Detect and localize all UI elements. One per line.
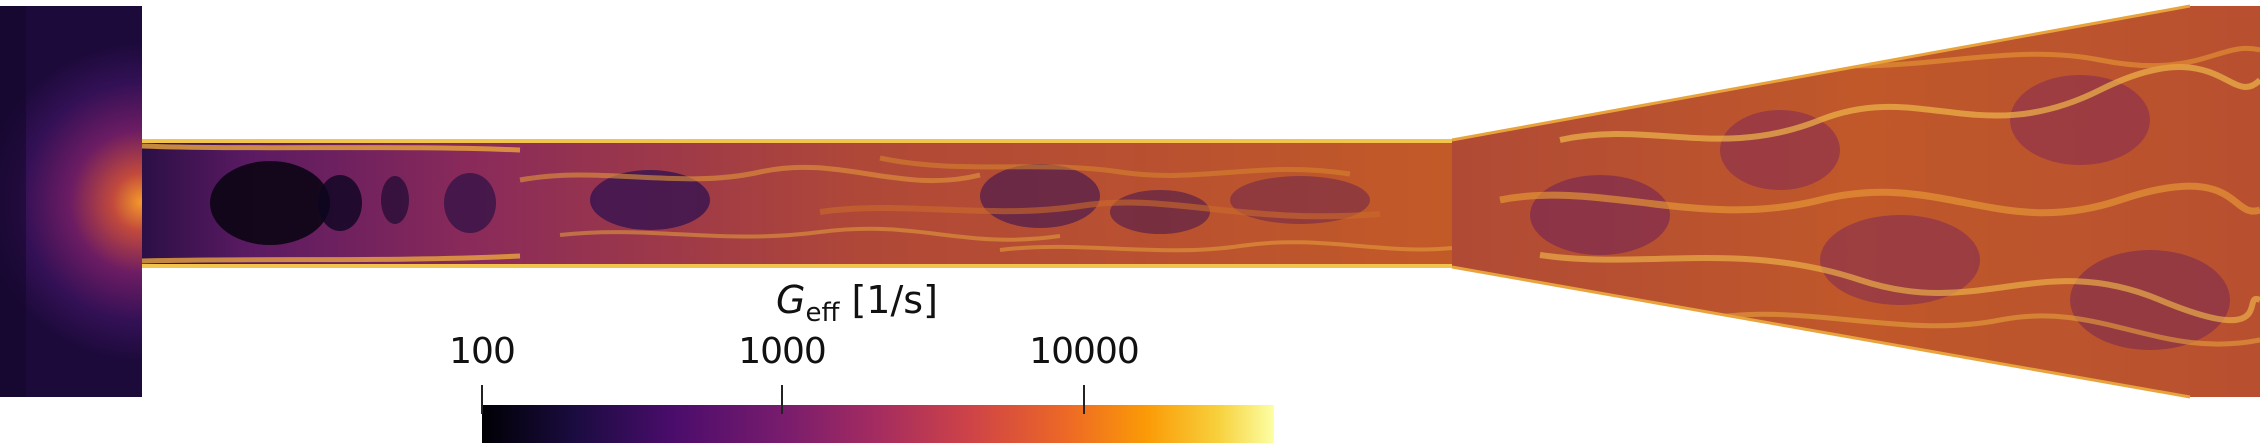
colorbar-title-subscript: eff	[805, 298, 840, 328]
diffuser-turbulence	[1499, 45, 2260, 350]
colorbar-title-symbol: G	[776, 278, 806, 322]
colorbar-tick-label: 10000	[1029, 331, 1140, 372]
colorbar-title: Geff [1/s]	[776, 278, 938, 328]
colorbar-tick-label: 1000	[738, 331, 827, 372]
colorbar	[482, 405, 1274, 443]
colorbar-title-unit: [1/s]	[851, 278, 938, 322]
pipe-turbulence	[210, 155, 1452, 253]
colorbar-tick-label: 100	[449, 331, 516, 372]
